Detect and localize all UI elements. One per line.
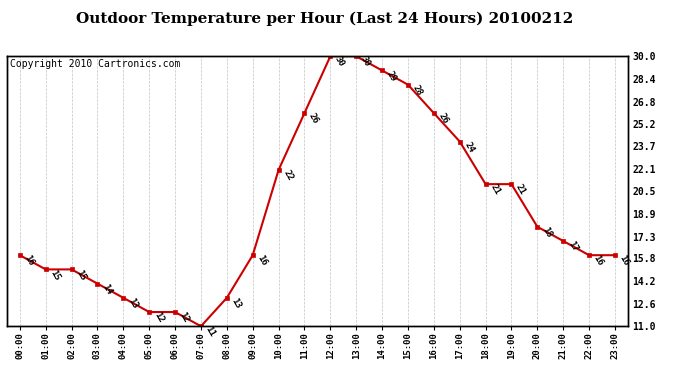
Text: 11: 11 [204, 325, 217, 339]
Text: 26: 26 [307, 112, 320, 126]
Text: 12: 12 [178, 310, 191, 324]
Text: 21: 21 [514, 183, 527, 196]
Text: Outdoor Temperature per Hour (Last 24 Hours) 20100212: Outdoor Temperature per Hour (Last 24 Ho… [76, 11, 573, 26]
Text: 24: 24 [462, 140, 475, 154]
Text: Copyright 2010 Cartronics.com: Copyright 2010 Cartronics.com [10, 59, 180, 69]
Text: 21: 21 [489, 183, 502, 196]
Text: 18: 18 [540, 225, 553, 239]
Text: 14: 14 [100, 282, 113, 296]
Text: 17: 17 [566, 240, 579, 254]
Text: 16: 16 [23, 254, 36, 268]
Text: 13: 13 [230, 297, 243, 310]
Text: 16: 16 [618, 254, 631, 268]
Text: 29: 29 [385, 69, 398, 83]
Text: 28: 28 [411, 83, 424, 97]
Text: 22: 22 [282, 168, 295, 182]
Text: 30: 30 [333, 55, 346, 69]
Text: 12: 12 [152, 310, 165, 324]
Text: 16: 16 [255, 254, 268, 268]
Text: 26: 26 [437, 112, 450, 126]
Text: 15: 15 [75, 268, 88, 282]
Text: 16: 16 [592, 254, 605, 268]
Text: 13: 13 [126, 297, 139, 310]
Text: 15: 15 [48, 268, 61, 282]
Text: 30: 30 [359, 55, 372, 69]
